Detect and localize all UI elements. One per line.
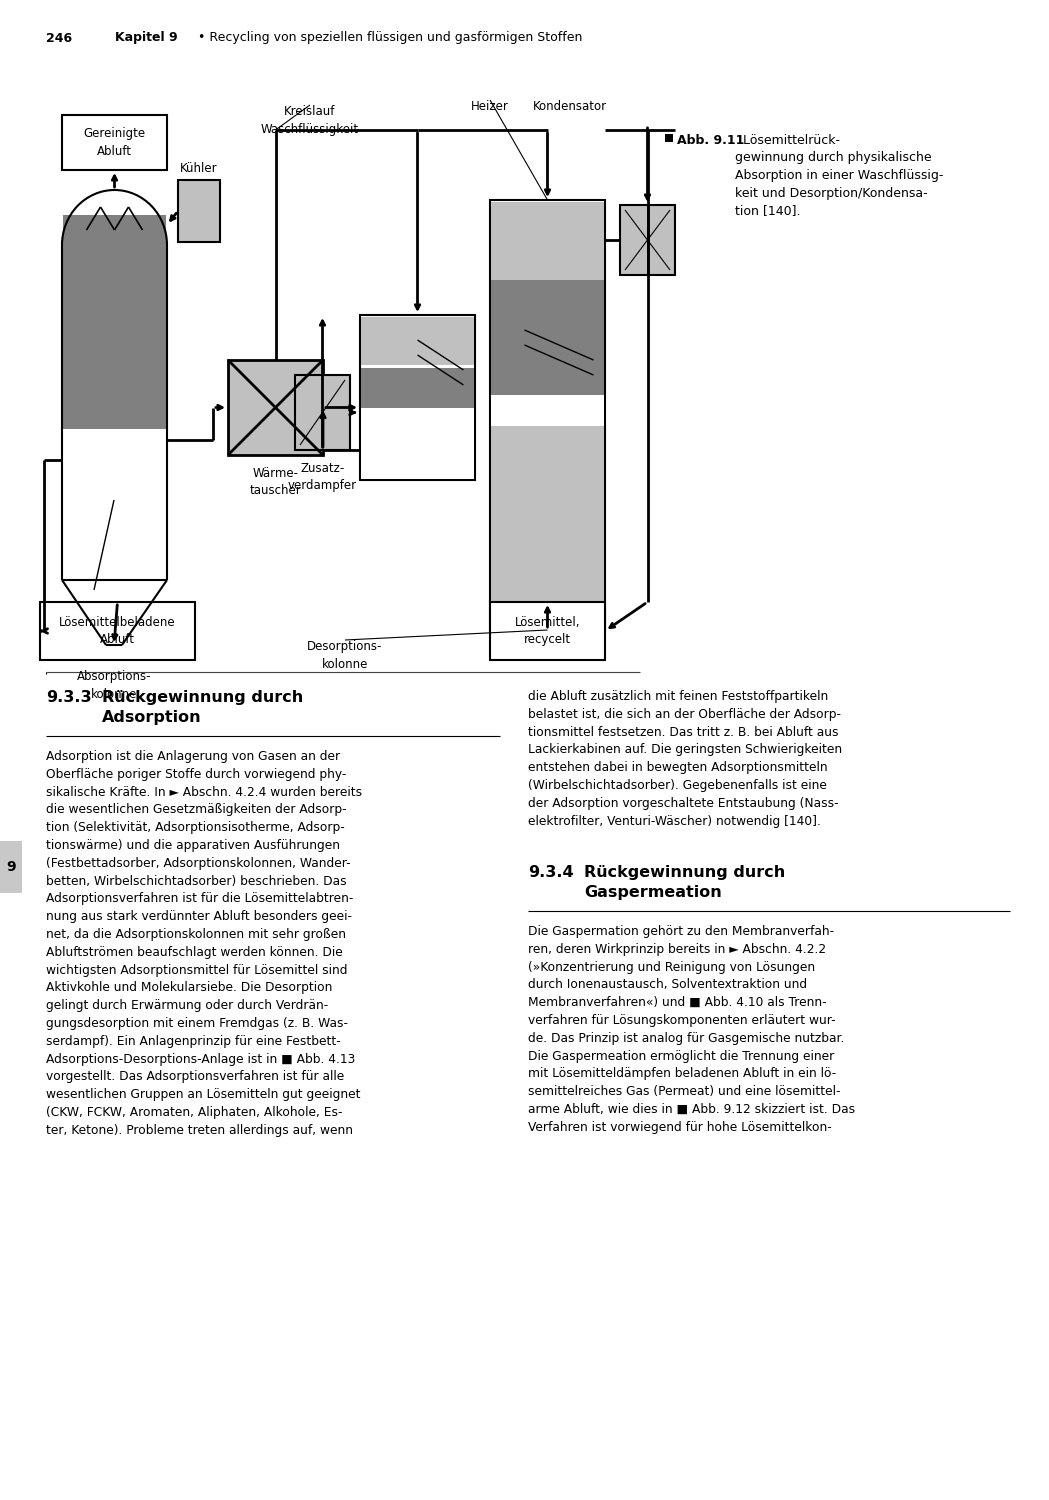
Text: Adsorption ist die Anlagerung von Gasen an der
Oberfläche poriger Stoffe durch v: Adsorption ist die Anlagerung von Gasen …: [46, 750, 362, 1137]
Text: die Abluft zusätzlich mit feinen Feststoffpartikeln
belastet ist, die sich an de: die Abluft zusätzlich mit feinen Feststo…: [528, 690, 842, 828]
Bar: [62, 116, 167, 170]
Text: Adsorption: Adsorption: [102, 710, 201, 724]
Text: Heizer: Heizer: [471, 100, 509, 112]
Text: Wärme-
tauscher: Wärme- tauscher: [250, 466, 301, 498]
Bar: [491, 202, 604, 280]
Bar: [361, 408, 474, 479]
Bar: [491, 426, 604, 628]
Bar: [490, 200, 605, 630]
Bar: [62, 429, 167, 580]
Text: Abb. 9.11: Abb. 9.11: [677, 134, 745, 147]
Text: 9: 9: [6, 859, 16, 874]
Text: Gaspermeation: Gaspermeation: [584, 885, 722, 900]
Bar: [40, 602, 195, 660]
Text: Lösemittelrück-
gewinnung durch physikalische
Absorption in einer Waschflüssig-
: Lösemittelrück- gewinnung durch physikal…: [735, 134, 943, 218]
Text: 9.3.4: 9.3.4: [528, 865, 574, 880]
Bar: [360, 315, 475, 480]
Text: Die Gaspermation gehört zu den Membranverfah-
ren, deren Wirkprinzip bereits in : Die Gaspermation gehört zu den Membranve…: [528, 926, 855, 1134]
Bar: [491, 394, 604, 424]
Text: Kapitel 9: Kapitel 9: [115, 32, 177, 45]
Text: Lösemittel,
recycelt: Lösemittel, recycelt: [515, 615, 580, 646]
Bar: [665, 134, 673, 142]
Text: Rückgewinnung durch: Rückgewinnung durch: [102, 690, 303, 705]
Text: Rückgewinnung durch: Rückgewinnung durch: [584, 865, 786, 880]
Bar: [63, 214, 166, 244]
Bar: [63, 190, 166, 214]
Text: Absorptions-
kolonne: Absorptions- kolonne: [78, 670, 152, 700]
Bar: [62, 244, 167, 429]
Bar: [178, 180, 220, 242]
Text: Kreislauf
Waschflüssigkeit: Kreislauf Waschflüssigkeit: [261, 105, 359, 135]
Text: Zusatz-
verdampfer: Zusatz- verdampfer: [287, 462, 357, 492]
Text: 246: 246: [46, 32, 72, 45]
Bar: [228, 360, 323, 454]
Text: Gereinigte
Abluft: Gereinigte Abluft: [84, 128, 146, 158]
Bar: [620, 206, 675, 274]
Bar: [490, 602, 605, 660]
Bar: [361, 316, 474, 364]
Bar: [295, 375, 350, 450]
Bar: [0, 842, 22, 892]
Bar: [361, 368, 474, 408]
Text: Desorptions-
kolonne: Desorptions- kolonne: [307, 640, 383, 670]
Text: Kondensator: Kondensator: [533, 100, 607, 112]
Text: 9.3.3: 9.3.3: [46, 690, 91, 705]
Bar: [491, 280, 604, 394]
Text: Lösemittelbeladene
Abluft: Lösemittelbeladene Abluft: [59, 615, 176, 646]
Text: • Recycling von speziellen flüssigen und gasförmigen Stoffen: • Recycling von speziellen flüssigen und…: [194, 32, 582, 45]
Text: Kühler: Kühler: [180, 162, 218, 176]
